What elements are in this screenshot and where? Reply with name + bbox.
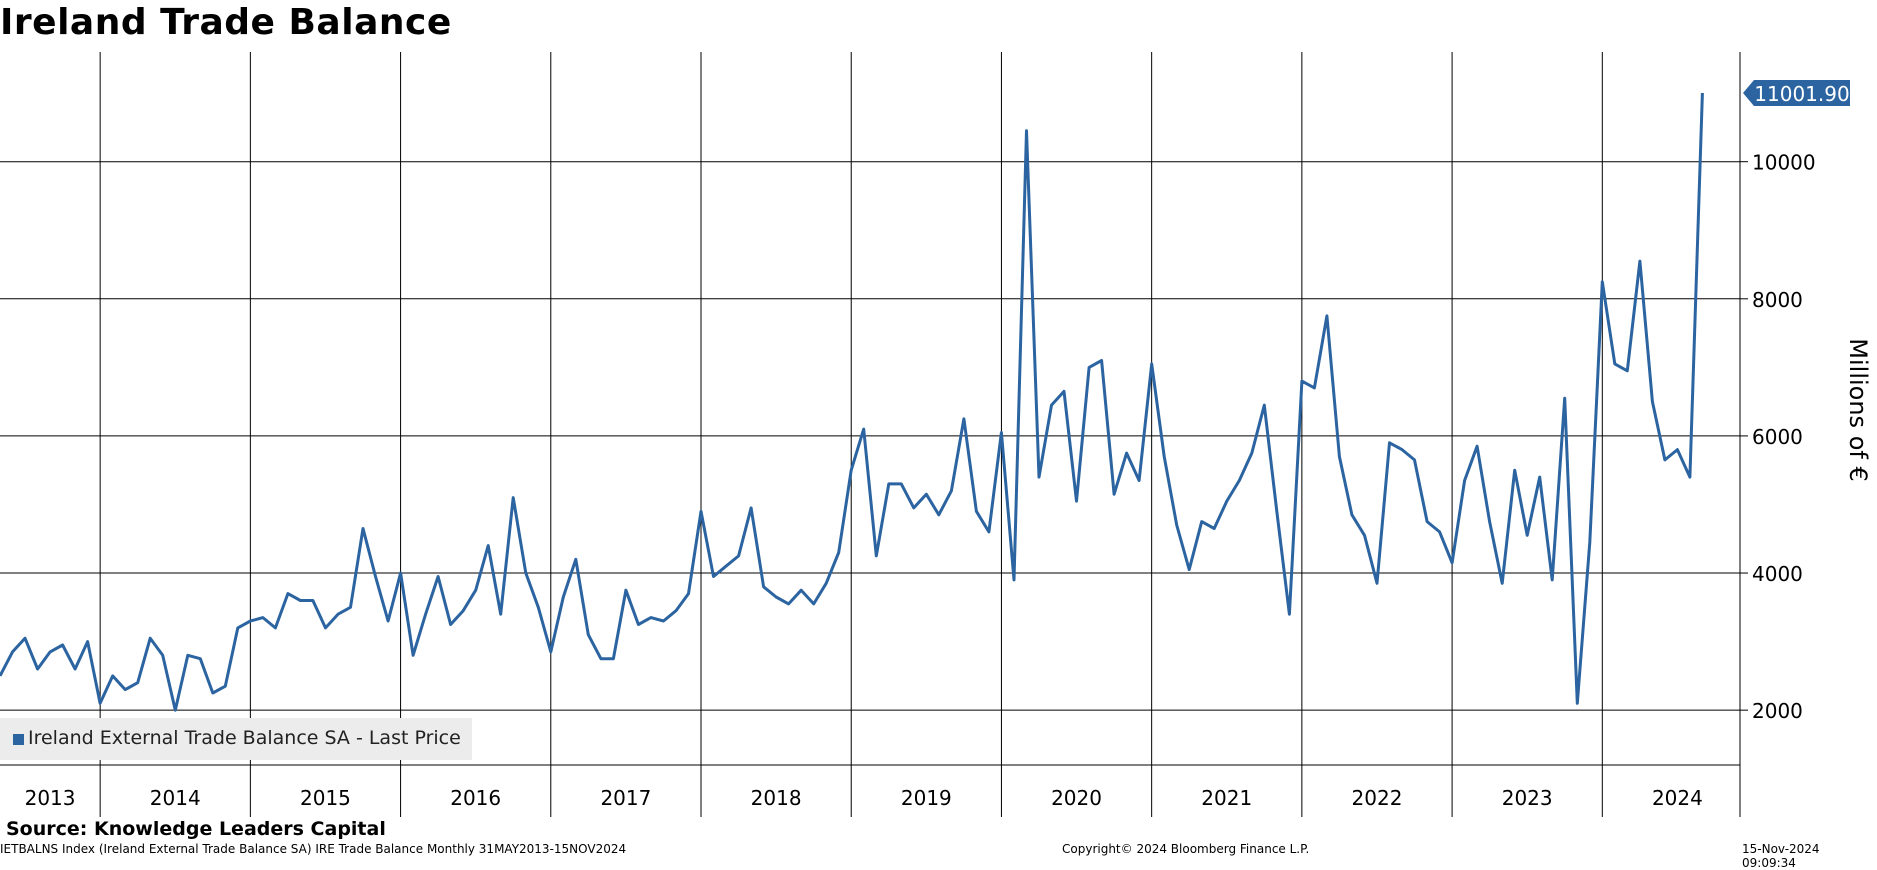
last-value-label: 11001.90 bbox=[1754, 82, 1849, 106]
grid-layer bbox=[0, 52, 1740, 817]
y-tick-label: 8000 bbox=[1752, 288, 1803, 312]
footer-timestamp: 15-Nov-2024 09:09:34 bbox=[1742, 842, 1820, 870]
y-tick-label: 6000 bbox=[1752, 425, 1803, 449]
x-tick-label: 2019 bbox=[901, 786, 952, 810]
series-layer bbox=[0, 92, 1704, 712]
axis-layer: 2000 4000 6000 8000 10000 2013 2014 2015 2016 201… bbox=[0, 52, 1872, 817]
x-tick-label: 2018 bbox=[751, 786, 802, 810]
x-tick-label: 2023 bbox=[1502, 786, 1553, 810]
x-tick-label: 2015 bbox=[300, 786, 351, 810]
footer-description: IETBALNS Index (Ireland External Trade B… bbox=[0, 842, 627, 856]
last-value-badge bbox=[1743, 80, 1850, 107]
x-tick-label: 2020 bbox=[1051, 786, 1102, 810]
y-axis-title: Millions of € bbox=[1844, 338, 1872, 481]
x-tick-label: 2014 bbox=[150, 786, 201, 810]
source-note: Source: Knowledge Leaders Capital bbox=[6, 818, 386, 840]
legend-entry: Ireland External Trade Balance SA - Last… bbox=[28, 727, 461, 749]
last-value-marker: 11001.90 bbox=[1743, 80, 1850, 107]
legend: Ireland External Trade Balance SA - Last… bbox=[0, 718, 472, 760]
x-tick-label: 2024 bbox=[1652, 786, 1703, 810]
x-tick-label: 2017 bbox=[600, 786, 651, 810]
chart-title: Ireland Trade Balance bbox=[0, 2, 452, 43]
x-tick-label: 2016 bbox=[450, 786, 501, 810]
x-tick-label: 2021 bbox=[1201, 786, 1252, 810]
y-tick-label: 10000 bbox=[1752, 151, 1816, 175]
x-tick-label: 2022 bbox=[1352, 786, 1403, 810]
y-tick-label: 4000 bbox=[1752, 562, 1803, 586]
y-tick-label: 2000 bbox=[1752, 699, 1803, 723]
legend-swatch bbox=[13, 734, 24, 745]
footer-copyright: Copyright© 2024 Bloomberg Finance L.P. bbox=[1062, 842, 1310, 856]
series-line-trade-balance bbox=[0, 92, 1704, 712]
x-tick-label: 2013 bbox=[25, 786, 76, 810]
